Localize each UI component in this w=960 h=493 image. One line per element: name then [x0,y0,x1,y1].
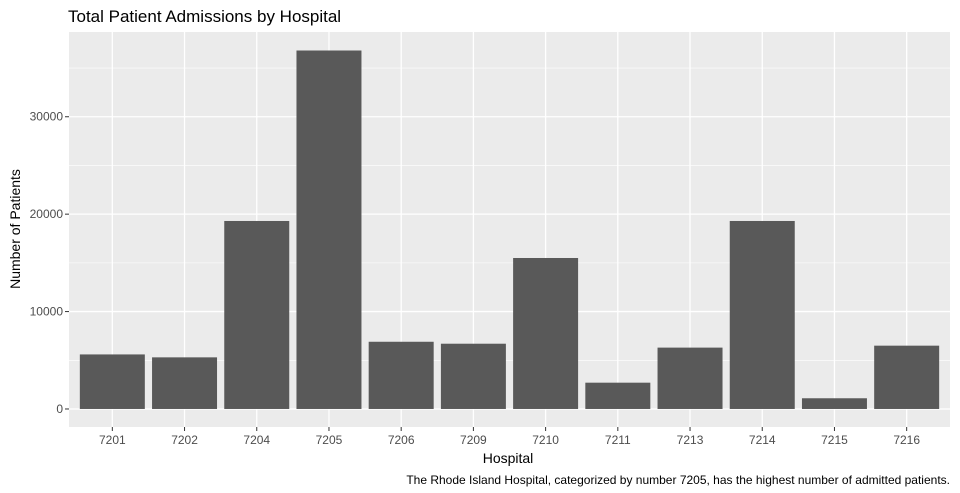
bar-7201 [79,354,145,409]
x-tick-label: 7202 [171,433,198,447]
bars [79,50,940,409]
x-tick-label: 7214 [749,433,776,447]
y-tick-label: 10000 [30,305,64,319]
y-tick-label: 0 [56,402,63,416]
chart-title: Total Patient Admissions by Hospital [68,7,341,26]
bar-7215 [801,398,867,409]
x-tick-label: 7215 [821,433,848,447]
x-tick-label: 7216 [893,433,920,447]
bar-7211 [585,382,651,409]
x-tick-label: 7206 [388,433,415,447]
x-tick-label: 7205 [316,433,343,447]
x-tick-label: 7210 [532,433,559,447]
x-tick-label: 7201 [99,433,126,447]
x-tick-label: 7213 [677,433,704,447]
chart-caption: The Rhode Island Hospital, categorized b… [406,473,950,487]
bar-7214 [729,220,795,409]
y-axis-title: Number of Patients [7,169,23,289]
y-tick-label: 20000 [30,207,64,221]
bar-7213 [657,347,723,409]
bar-7202 [152,357,218,409]
y-axis: 0 10000 20000 30000 [30,110,69,416]
bar-7210 [513,257,579,409]
x-axis: 7201 7202 7204 7205 7206 7209 7210 7211 7213 7214… [99,427,920,447]
y-tick-label: 30000 [30,110,64,124]
bar-7209 [440,343,506,409]
bar-7204 [224,220,290,409]
x-axis-title: Hospital [483,450,534,466]
x-tick-label: 7211 [605,433,631,447]
bar-7206 [368,341,434,409]
x-tick-label: 7209 [460,433,487,447]
bar-7205 [296,50,362,409]
bar-7216 [874,345,940,409]
x-tick-label: 7204 [243,433,270,447]
